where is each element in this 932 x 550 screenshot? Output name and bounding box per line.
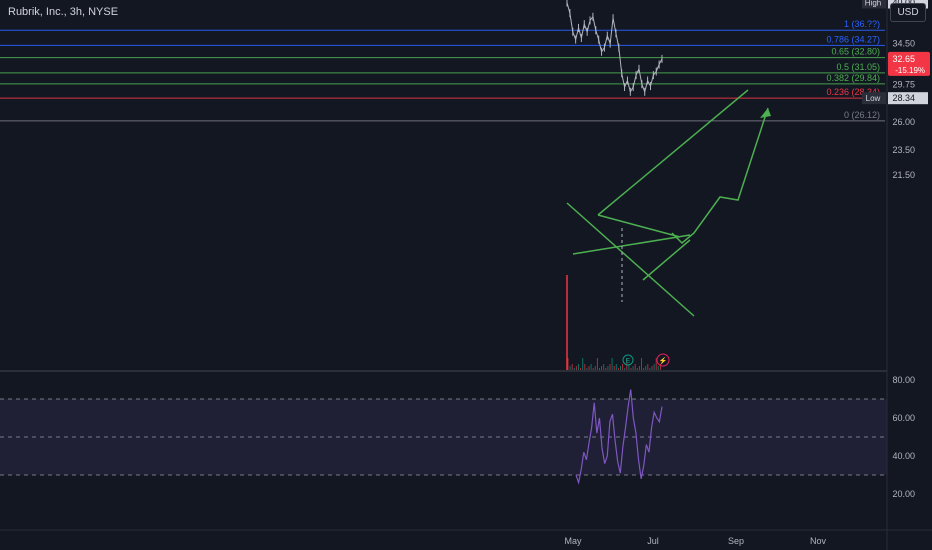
time-axis: May Jul Sep Nov [0,529,932,546]
high-label: High [865,0,881,8]
fib-label: 0.236 (28.34) [826,87,880,97]
earnings-icon-label: E [626,358,631,365]
low-value-badge [888,92,928,105]
time-tick: Jul [647,536,659,546]
fib-label: 0.786 (34.27) [826,34,880,44]
pattern-drawing [566,89,771,317]
wedge-top [597,214,681,238]
price-tick: 34.50 [892,39,915,49]
projection-path [671,107,769,245]
fib-levels: 3.618 (91.17)3.414 (84.97)3.272 (80.90)3… [0,19,885,122]
fib-label: 0.65 (32.80) [831,47,880,57]
earnings-icon [622,354,634,366]
low-value: 28.34 [892,93,915,103]
fib-label: 0.5 (31.05) [836,62,880,72]
low-badge [862,92,886,105]
wedge-upper [572,234,691,255]
chart-title: Rubrik, Inc., 3h, NYSE [8,6,119,18]
fib-label: 1 (36.??) [844,19,880,29]
price-series [566,0,663,302]
rsi-tick: 20.00 [892,489,915,499]
price-tick: 29.75 [892,80,915,90]
price-tick: 26.00 [892,117,915,127]
low-label: Low [866,94,881,103]
time-tick: Nov [810,536,827,546]
lightning-icon: ⚡ [659,356,668,365]
time-tick: May [564,536,582,546]
price-line [566,2,663,94]
rsi-tick: 60.00 [892,413,915,423]
last-change: -15.19% [895,66,925,75]
rsi-tick: 40.00 [892,451,915,461]
time-tick: Sep [728,536,744,546]
wedge-lower [566,202,695,317]
price-tick: 23.50 [892,145,915,155]
rsi-tick: 80.00 [892,375,915,385]
last-price-badge [888,51,930,76]
currency-button[interactable]: USD [890,3,926,22]
rsi-panel: 80.00 60.00 40.00 20.00 [0,375,915,499]
last-price: 32.65 [892,54,915,64]
rsi-line [575,389,663,485]
projection-arrowhead [760,108,771,118]
price-tick: 21.50 [892,170,915,180]
fib-label: 0.382 (29.84) [826,73,880,83]
high-badge [862,0,886,9]
channel-upper [597,89,749,216]
channel-lower [642,239,691,281]
fib-label: 0 (26.12) [844,110,880,120]
volume-series: E ⚡ [0,275,887,372]
dividend-icon [656,353,670,367]
